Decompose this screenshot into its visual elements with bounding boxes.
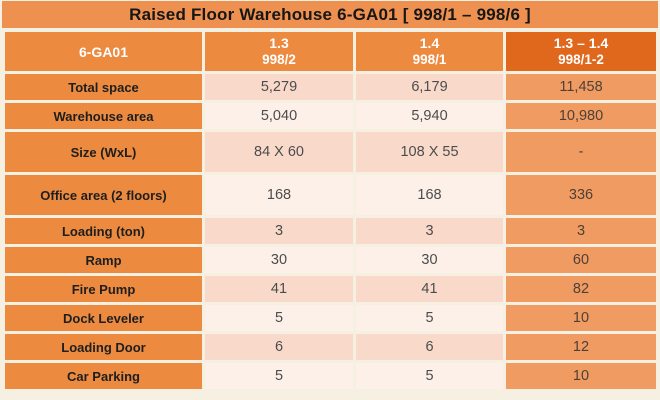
cell-998-1: 168 bbox=[356, 175, 503, 215]
cell-998-2: 5 bbox=[205, 363, 353, 389]
cell-combined: 12 bbox=[506, 334, 656, 360]
cell-998-2: 5 bbox=[205, 305, 353, 331]
col-header-998-1: 1.4 998/1 bbox=[356, 32, 503, 71]
table-row-car-parking: Car Parking 5 5 10 bbox=[5, 363, 656, 389]
col-header-998-2: 1.3 998/2 bbox=[205, 32, 353, 71]
row-label: Ramp bbox=[5, 247, 202, 273]
cell-combined: 10,980 bbox=[506, 103, 656, 129]
cell-998-1: 3 bbox=[356, 218, 503, 244]
cell-998-2: 84 X 60 bbox=[205, 132, 353, 172]
cell-combined: 10 bbox=[506, 305, 656, 331]
col-header-998-2-line2: 998/2 bbox=[262, 52, 296, 67]
row-label: Car Parking bbox=[5, 363, 202, 389]
cell-combined: 3 bbox=[506, 218, 656, 244]
cell-998-2: 41 bbox=[205, 276, 353, 302]
row-label: Dock Leveler bbox=[5, 305, 202, 331]
col-header-combined: 1.3 – 1.4 998/1-2 bbox=[506, 32, 656, 71]
row-label: Total space bbox=[5, 74, 202, 100]
cell-998-1: 6,179 bbox=[356, 74, 503, 100]
cell-998-2: 168 bbox=[205, 175, 353, 215]
cell-998-1: 5 bbox=[356, 305, 503, 331]
table-row-fire-pump: Fire Pump 41 41 82 bbox=[5, 276, 656, 302]
cell-998-2: 3 bbox=[205, 218, 353, 244]
header-row: 6-GA01 1.3 998/2 1.4 998/1 1.3 – 1.4 998… bbox=[5, 32, 656, 71]
cell-combined: 10 bbox=[506, 363, 656, 389]
table-row-loading-door: Loading Door 6 6 12 bbox=[5, 334, 656, 360]
row-label: Warehouse area bbox=[5, 103, 202, 129]
cell-998-1: 108 X 55 bbox=[356, 132, 503, 172]
row-label: Office area (2 floors) bbox=[5, 175, 202, 215]
row-label: Loading Door bbox=[5, 334, 202, 360]
row-label: Loading (ton) bbox=[5, 218, 202, 244]
table-row-office-area: Office area (2 floors) 168 168 336 bbox=[5, 175, 656, 215]
cell-998-1: 5,940 bbox=[356, 103, 503, 129]
cell-998-2: 30 bbox=[205, 247, 353, 273]
cell-combined: 11,458 bbox=[506, 74, 656, 100]
warehouse-data-table: 6-GA01 1.3 998/2 1.4 998/1 1.3 – 1.4 998… bbox=[2, 29, 659, 392]
cell-998-2: 5,040 bbox=[205, 103, 353, 129]
table-row-dock-leveler: Dock Leveler 5 5 10 bbox=[5, 305, 656, 331]
cell-combined: - bbox=[506, 132, 656, 172]
table-row-total-space: Total space 5,279 6,179 11,458 bbox=[5, 74, 656, 100]
row-label: Size (WxL) bbox=[5, 132, 202, 172]
cell-998-1: 41 bbox=[356, 276, 503, 302]
cell-998-1: 5 bbox=[356, 363, 503, 389]
row-label: Fire Pump bbox=[5, 276, 202, 302]
table-row-warehouse-area: Warehouse area 5,040 5,940 10,980 bbox=[5, 103, 656, 129]
cell-998-1: 6 bbox=[356, 334, 503, 360]
cell-998-2: 5,279 bbox=[205, 74, 353, 100]
cell-998-2: 6 bbox=[205, 334, 353, 360]
col-header-combined-line2: 998/1-2 bbox=[558, 52, 604, 67]
col-header-combined-line1: 1.3 – 1.4 bbox=[553, 35, 609, 51]
table-row-ramp: Ramp 30 30 60 bbox=[5, 247, 656, 273]
cell-998-1: 30 bbox=[356, 247, 503, 273]
cell-combined: 336 bbox=[506, 175, 656, 215]
table-row-size: Size (WxL) 84 X 60 108 X 55 - bbox=[5, 132, 656, 172]
col-header-998-2-line1: 1.3 bbox=[269, 35, 289, 51]
cell-combined: 82 bbox=[506, 276, 656, 302]
table-title: Raised Floor Warehouse 6-GA01 [ 998/1 – … bbox=[2, 1, 658, 28]
col-header-998-1-line2: 998/1 bbox=[412, 52, 447, 67]
cell-combined: 60 bbox=[506, 247, 656, 273]
corner-header-cell: 6-GA01 bbox=[5, 32, 202, 71]
table-row-loading-ton: Loading (ton) 3 3 3 bbox=[5, 218, 656, 244]
col-header-998-1-line1: 1.4 bbox=[419, 35, 440, 51]
